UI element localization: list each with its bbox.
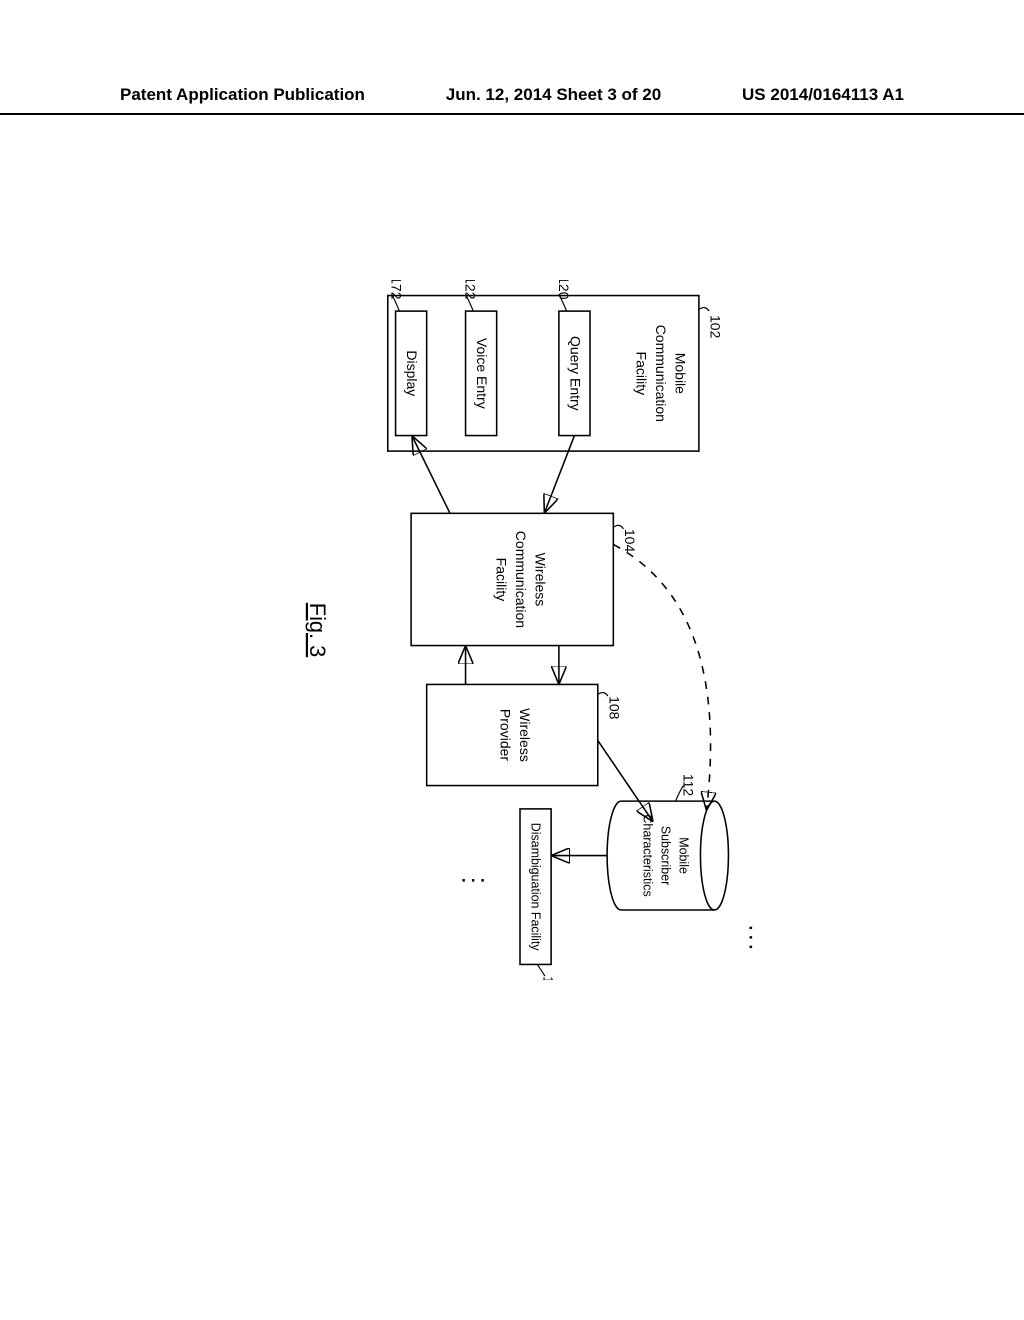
ref-leader-140 [537, 964, 545, 976]
header-left: Patent Application Publication [120, 85, 365, 105]
subscriber-cylinder-top [700, 801, 728, 910]
header-center: Jun. 12, 2014 Sheet 3 of 20 [446, 85, 661, 105]
page-header: Patent Application Publication Jun. 12, … [0, 85, 1024, 115]
subscriber-cylinder-bottom [607, 801, 621, 910]
figure-3-svg: Mobile Communication Facility 102 Query … [70, 280, 970, 980]
ref-leader-102 [699, 308, 709, 312]
mobile-comm-label-3: Facility [634, 352, 650, 396]
arrow-wcomm-to-subscriber-dashed [613, 544, 710, 808]
arrow-provider-to-disambig [598, 740, 652, 820]
mobile-comm-ref: 102 [708, 315, 724, 339]
subscriber-label-1: Mobile [676, 837, 690, 874]
subscriber-label-3: Characteristics [641, 814, 655, 896]
ellipsis-top: . . . [745, 926, 764, 950]
wireless-provider-label-1: Wireless [517, 708, 533, 762]
ref-leader-104 [613, 525, 623, 529]
arrow-wireless-to-display [413, 437, 450, 513]
wireless-provider-label-2: Provider [498, 709, 514, 761]
display-ref: 172 [389, 280, 405, 300]
header-content: Patent Application Publication Jun. 12, … [0, 85, 1024, 105]
ellipsis-bottom: . . . [461, 875, 485, 894]
wireless-comm-label-2: Communication [513, 531, 529, 628]
diagram-container: Mobile Communication Facility 102 Query … [70, 280, 970, 980]
disambiguation-ref: 140 [540, 976, 556, 980]
subscriber-ref: 112 [680, 774, 696, 797]
display-label: Display [404, 350, 420, 396]
wireless-comm-label-3: Facility [494, 558, 510, 602]
query-entry-label: Query Entry [568, 336, 584, 411]
wireless-comm-box [411, 513, 613, 645]
mobile-comm-label-2: Communication [653, 325, 669, 422]
wireless-comm-ref: 104 [622, 529, 638, 553]
disambiguation-label: Disambiguation Facility [529, 823, 543, 952]
mobile-comm-box [388, 296, 699, 452]
mobile-comm-label-1: Mobile [673, 353, 689, 394]
arrow-query-to-wireless [545, 436, 575, 512]
wireless-provider-ref: 108 [606, 696, 622, 720]
voice-entry-ref: 122 [463, 280, 479, 300]
subscriber-label-2: Subscriber [659, 826, 673, 885]
wireless-comm-label-1: Wireless [533, 553, 549, 607]
ref-leader-108 [598, 693, 608, 697]
figure-label: Fig. 3 [305, 603, 330, 657]
voice-entry-label: Voice Entry [474, 338, 490, 409]
header-right: US 2014/0164113 A1 [742, 85, 904, 105]
query-entry-ref: 120 [556, 280, 572, 300]
